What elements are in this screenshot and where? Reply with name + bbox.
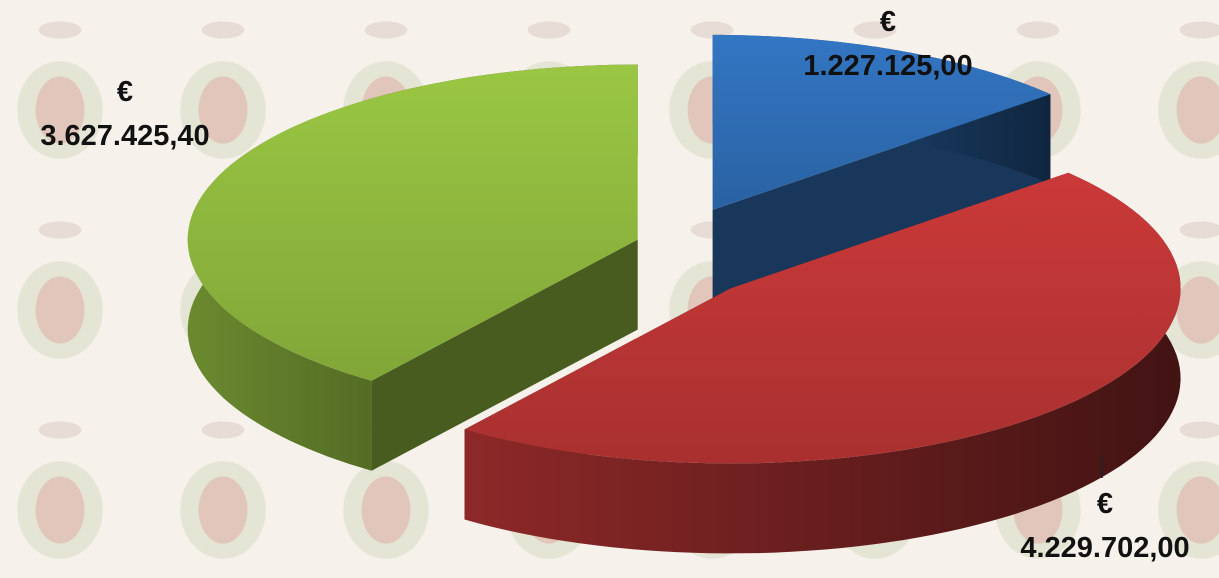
data-label: € 1.227.125,00 bbox=[803, 0, 972, 88]
data-label: € 4.229.702,00 bbox=[1020, 482, 1189, 570]
data-label: € 3.627.425,40 bbox=[40, 70, 209, 158]
page: {"chart_data": {"type": "pie", "values":… bbox=[0, 0, 1219, 578]
